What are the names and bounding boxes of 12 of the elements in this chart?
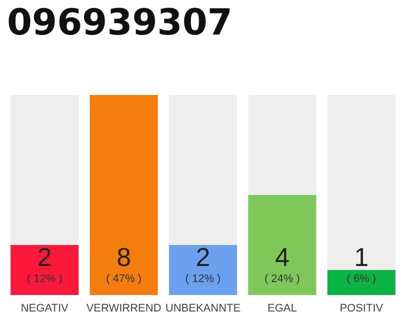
data-label: 8 ( 47% ) [106,242,142,285]
bar [327,270,396,295]
x-tick-label: UNBEKANNTE [165,302,241,314]
chart-title: 096939307 [7,2,232,44]
x-tick-label: VERWIRREND [86,302,162,314]
data-label: 2 ( 12% ) [185,242,221,285]
x-tick-label: NEGATIV [20,302,69,314]
x-tick-label: POSITIV [340,302,384,314]
data-label: 4 ( 24% ) [264,242,300,285]
data-label: 1 ( 6% ) [346,242,376,285]
data-label: 2 ( 12% ) [26,242,62,285]
x-tick-label: EGAL [268,302,297,314]
